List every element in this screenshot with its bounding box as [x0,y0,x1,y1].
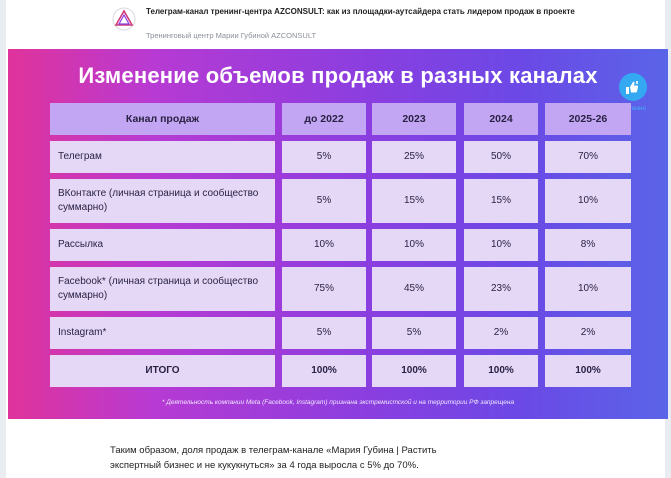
table-cell-share: 45% [372,267,456,311]
column-header-year: до 2022 [282,103,366,135]
table-cell-share: 2% [545,317,631,349]
table-cell-share: 23% [464,267,538,311]
like-button[interactable] [619,73,647,101]
table-row-channel: Рассылка [50,229,275,261]
total-cell: 100% [282,355,366,387]
table-row-channel: Instagram* [50,317,275,349]
banner-footnote: * Деятельность компании Meta (Facebook, … [161,399,515,406]
post-header: Телеграм-канал тренинг-центра AZCONSULT:… [6,0,665,46]
article-paragraph: Таким образом, доля продаж в телеграм-ка… [110,445,437,471]
column-header-channel: Канал продаж [50,103,275,135]
table-row-channel: ВКонтакте (личная страница и сообщество … [50,179,275,223]
table-cell-share: 5% [372,317,456,349]
column-header-year: 2023 [372,103,456,135]
table-cell-share: 2% [464,317,538,349]
table-cell-share: 5% [282,141,366,173]
table-cell-share: 8% [545,229,631,261]
banner-title: Изменение объемов продаж в разных канала… [78,63,598,88]
table-cell-share: 25% [372,141,456,173]
table-cell-share: 10% [545,267,631,311]
post-source[interactable]: Тренинговый центр Марии Губиной AZCONSUL… [146,31,317,40]
column-header-year: 2024 [464,103,538,135]
column-header-year: 2025-26 [545,103,631,135]
post-title[interactable]: Телеграм-канал тренинг-центра AZCONSULT:… [146,7,575,16]
table-cell-share: 5% [282,317,366,349]
table-cell-share: 10% [372,229,456,261]
table-cell-share: 15% [464,179,538,223]
total-cell: 100% [545,355,631,387]
total-cell: 100% [372,355,456,387]
total-label: ИТОГО [50,355,275,387]
table-row-channel: Facebook* (личная страница и сообщество … [50,267,275,311]
table-cell-share: 15% [372,179,456,223]
table-cell-share: 5% [282,179,366,223]
like-label: Полезно [622,106,646,112]
infographic-banner: Изменение объемов продаж в разных канала… [8,49,668,419]
total-cell: 100% [464,355,538,387]
azconsult-logo-icon [112,7,136,31]
table-cell-share: 75% [282,267,366,311]
table-cell-share: 10% [282,229,366,261]
table-cell-share: 70% [545,141,631,173]
post-card: Телеграм-канал тренинг-центра AZCONSULT:… [6,0,668,478]
table-cell-share: 50% [464,141,538,173]
table-row-channel: Телеграм [50,141,275,173]
table-cell-share: 10% [464,229,538,261]
table-cell-share: 10% [545,179,631,223]
thumbs-icon [626,81,639,94]
